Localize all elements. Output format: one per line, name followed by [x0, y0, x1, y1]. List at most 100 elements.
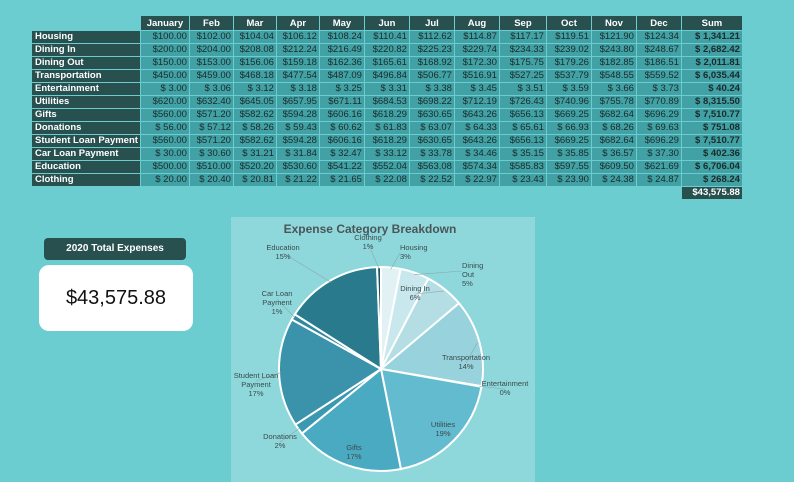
table-cell: $656.13 [498, 108, 547, 122]
table-cell: $740.96 [545, 95, 592, 109]
table-cell: $ 33.12 [363, 147, 410, 161]
table-cell: $165.61 [363, 56, 410, 70]
table-cell: $ 3.38 [408, 82, 455, 96]
table-cell: $585.83 [498, 160, 547, 174]
table-cell: $102.00 [188, 30, 234, 44]
row-category: Donations [31, 121, 141, 135]
leader-line [346, 452, 355, 464]
pie-label: Dining In 6% [400, 284, 430, 302]
table-cell: $618.29 [363, 134, 410, 148]
table-cell: $500.00 [139, 160, 190, 174]
table-cell: $204.00 [188, 43, 234, 57]
table-cell: $119.51 [545, 30, 592, 44]
pie-label: Education 15% [266, 243, 299, 261]
pie-slice [379, 367, 483, 471]
pie-label: Dining Out 5% [462, 261, 483, 288]
table-cell: $537.79 [545, 69, 592, 83]
table-cell: $630.65 [408, 108, 455, 122]
table-row: Dining In $200.00 $204.00 $208.08 $212.24 $21… [31, 43, 743, 57]
table-cell: $669.25 [545, 134, 592, 148]
table-cell: $ 37.30 [635, 147, 682, 161]
table-cell: $182.85 [590, 56, 637, 70]
pie-label: Entertainment 0% [482, 379, 530, 397]
table-cell: $594.28 [275, 134, 320, 148]
table-cell: $541.22 [318, 160, 365, 174]
table-row: Student Loan Payment $560.00 $571.20 $582.6… [31, 134, 743, 148]
table-cell: $560.00 [139, 134, 190, 148]
row-sum-cell: $ 8,315.50 [680, 95, 743, 109]
table-cell: $606.16 [318, 108, 365, 122]
row-sum-cell: $ 751.08 [680, 121, 743, 135]
table-cell: $153.00 [188, 56, 234, 70]
table-cell: $ 58.26 [232, 121, 277, 135]
table-cell: $657.95 [275, 95, 320, 109]
table-row: Education $500.00 $510.00 $520.20 $530.60 $54… [31, 160, 743, 174]
expense-table: January Feb Mar Apr May Jun Jul Aug Sep Oct Nov Dec… [31, 15, 743, 200]
table-cell: $630.65 [408, 134, 455, 148]
table-cell: $ 32.47 [318, 147, 365, 161]
table-cell: $243.80 [590, 43, 637, 57]
table-cell: $560.00 [139, 108, 190, 122]
table-cell: $ 3.12 [232, 82, 277, 96]
corner-cell [32, 16, 141, 31]
table-cell: $156.06 [232, 56, 277, 70]
pie-label: Utilities 19% [431, 420, 455, 438]
table-cell: $ 20.40 [188, 173, 234, 187]
pie-labels: Housing 3% Dining Out 5% Dining In 6% Transport… [234, 233, 530, 461]
column-header: Jun [363, 15, 410, 31]
table-cell: $100.00 [139, 30, 190, 44]
table-cell: $ 3.06 [188, 82, 234, 96]
table-cell: $216.49 [318, 43, 365, 57]
pie-label: Car Loan Payment 1% [262, 289, 293, 316]
table-cell: $ 3.18 [275, 82, 320, 96]
table-cell: $571.20 [188, 108, 234, 122]
table-cell: $ 3.59 [545, 82, 592, 96]
table-cell: $ 35.85 [545, 147, 592, 161]
table-cell: $682.64 [590, 108, 637, 122]
table-row: Dining Out $150.00 $153.00 $156.06 $159.18 $1… [31, 56, 743, 70]
table-row: Car Loan Payment $ 30.00 $ 30.60 $ 31.21 $ 3… [31, 147, 743, 161]
table-cell: $ 36.57 [590, 147, 637, 161]
leader-line [465, 342, 478, 364]
table-cell: $121.90 [590, 30, 637, 44]
table-cell: $606.16 [318, 134, 365, 148]
table-cell: $ 20.00 [139, 173, 190, 187]
table-cell: $ 34.46 [453, 147, 500, 161]
column-header: Dec [635, 15, 682, 31]
row-sum-cell: $ 6,035.44 [680, 69, 743, 83]
table-cell: $696.29 [635, 108, 682, 122]
table-cell: $ 21.22 [275, 173, 320, 187]
table-cell: $ 31.21 [232, 147, 277, 161]
row-category: Student Loan Payment [31, 134, 141, 148]
leader-line [282, 252, 332, 283]
table-cell: $ 60.62 [318, 121, 365, 135]
table-cell: $248.67 [635, 43, 682, 57]
row-category: Education [31, 160, 141, 174]
table-cell: $ 33.78 [408, 147, 455, 161]
table-cell: $ 3.73 [635, 82, 682, 96]
table-cell: $ 23.90 [545, 173, 592, 187]
pie-slice [376, 265, 382, 370]
table-cell: $110.41 [363, 30, 410, 44]
table-row: Clothing $ 20.00 $ 20.40 $ 20.81 $ 21.22 $ 21… [31, 173, 743, 187]
row-sum-cell: $ 7,510.77 [680, 134, 743, 148]
row-sum-cell: $ 2,011.81 [680, 56, 743, 70]
row-category: Transportation [31, 69, 141, 83]
table-cell: $527.25 [498, 69, 547, 83]
table-cell: $106.12 [275, 30, 320, 44]
row-category: Entertainment [31, 82, 141, 96]
table-cell: $552.04 [363, 160, 410, 174]
pie-label: Gifts 17% [346, 443, 362, 461]
table-cell: $159.18 [275, 56, 320, 70]
table-cell: $530.60 [275, 160, 320, 174]
table-cell: $ 24.38 [590, 173, 637, 187]
table-cell: $234.33 [498, 43, 547, 57]
table-cell: $ 21.65 [318, 173, 365, 187]
table-cell: $ 20.81 [232, 173, 277, 187]
column-header: Feb [188, 15, 234, 31]
column-header: Jul [408, 15, 455, 31]
table-cell: $477.54 [275, 69, 320, 83]
table-cell: $510.00 [188, 160, 234, 174]
table-cell: $200.00 [139, 43, 190, 57]
table-row: Entertainment $ 3.00 $ 3.06 $ 3.12 $ 3.18 $ 3… [31, 82, 743, 96]
